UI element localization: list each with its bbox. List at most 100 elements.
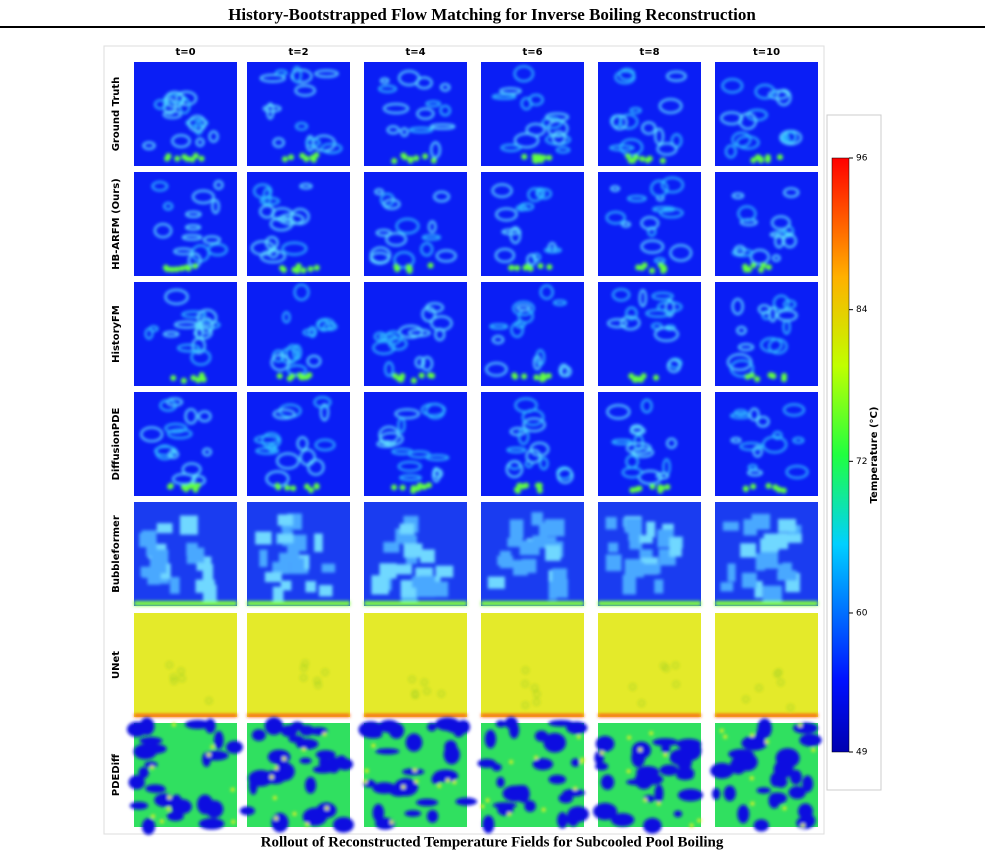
plume: [142, 141, 156, 150]
plume: [509, 226, 522, 244]
field-bg: [247, 613, 350, 717]
plume: [611, 438, 633, 445]
field-image: [247, 613, 350, 717]
plume: [652, 206, 676, 213]
plume: [621, 221, 631, 228]
plume: [171, 134, 191, 148]
patch: [524, 542, 533, 552]
spot: [292, 811, 297, 816]
field-image: [715, 62, 818, 166]
spot: [749, 776, 754, 781]
blob: [643, 817, 662, 834]
field-texture: [134, 661, 237, 717]
bubble: [422, 153, 429, 160]
plume: [654, 326, 679, 342]
field-texture: [151, 180, 228, 273]
bubble: [767, 372, 774, 379]
plume: [187, 115, 207, 132]
column-header: t=2: [288, 47, 308, 58]
bubble: [628, 372, 635, 379]
plume: [427, 220, 437, 234]
plume: [213, 180, 224, 190]
base: [134, 714, 237, 717]
bubble: [742, 485, 749, 492]
patch: [435, 565, 454, 578]
plume: [439, 104, 451, 117]
spot: [452, 780, 457, 785]
colorbar: [831, 157, 850, 753]
bubble: [394, 266, 401, 273]
bubble: [167, 482, 174, 489]
blob: [444, 740, 457, 754]
plume: [299, 183, 313, 190]
patch: [782, 533, 802, 543]
patch: [146, 539, 157, 557]
plume: [262, 187, 272, 206]
plume: [539, 284, 554, 300]
plume: [724, 144, 737, 159]
bubble: [391, 372, 398, 379]
plume: [541, 116, 563, 130]
field-bg: [481, 613, 584, 717]
bubble: [295, 263, 302, 270]
plume: [416, 107, 435, 120]
blob: [402, 768, 425, 776]
patch: [280, 580, 292, 591]
bubble: [178, 675, 186, 683]
plume: [425, 100, 441, 108]
blob: [456, 720, 471, 734]
blob: [172, 799, 192, 814]
blob: [372, 803, 385, 822]
blob: [737, 804, 750, 824]
field-image: [593, 723, 704, 834]
row-label: UNet: [111, 651, 122, 679]
plume: [195, 137, 205, 147]
bubble: [430, 157, 437, 164]
plume: [306, 354, 322, 368]
field-image: [247, 502, 350, 606]
plume: [184, 408, 198, 425]
plume: [313, 396, 332, 409]
plume: [162, 110, 182, 119]
plume: [434, 327, 446, 342]
patch: [639, 535, 653, 544]
plume: [140, 426, 164, 443]
blob: [271, 812, 289, 833]
blob: [756, 787, 771, 794]
plume: [296, 436, 309, 451]
bubble: [291, 266, 298, 273]
plume: [322, 322, 338, 331]
bubble: [410, 377, 417, 384]
patch: [741, 572, 757, 588]
plume: [558, 363, 569, 378]
colorbar-tick-label: 72: [856, 457, 867, 467]
plume: [199, 317, 214, 335]
plume: [291, 66, 302, 84]
patch: [642, 563, 661, 574]
field-texture: [720, 78, 802, 164]
bubble: [180, 484, 187, 491]
plume: [414, 356, 426, 369]
blob: [375, 817, 396, 830]
bubble: [527, 265, 534, 272]
blob: [548, 774, 567, 785]
plume: [655, 472, 670, 480]
patch: [727, 563, 736, 582]
patch: [777, 518, 797, 533]
plume: [660, 176, 684, 194]
bubble: [310, 156, 317, 163]
bubble: [775, 668, 783, 676]
bubble: [629, 487, 636, 494]
blob: [139, 736, 163, 745]
base: [364, 601, 467, 606]
plume: [521, 409, 545, 426]
patch: [179, 515, 198, 535]
plume: [544, 247, 562, 254]
blob: [316, 802, 337, 819]
field-texture: [598, 661, 701, 717]
plume: [731, 248, 753, 257]
bubble: [298, 374, 305, 381]
field-image: [598, 282, 701, 386]
colorbar-tick-label: 84: [856, 305, 868, 315]
blob: [299, 757, 312, 764]
